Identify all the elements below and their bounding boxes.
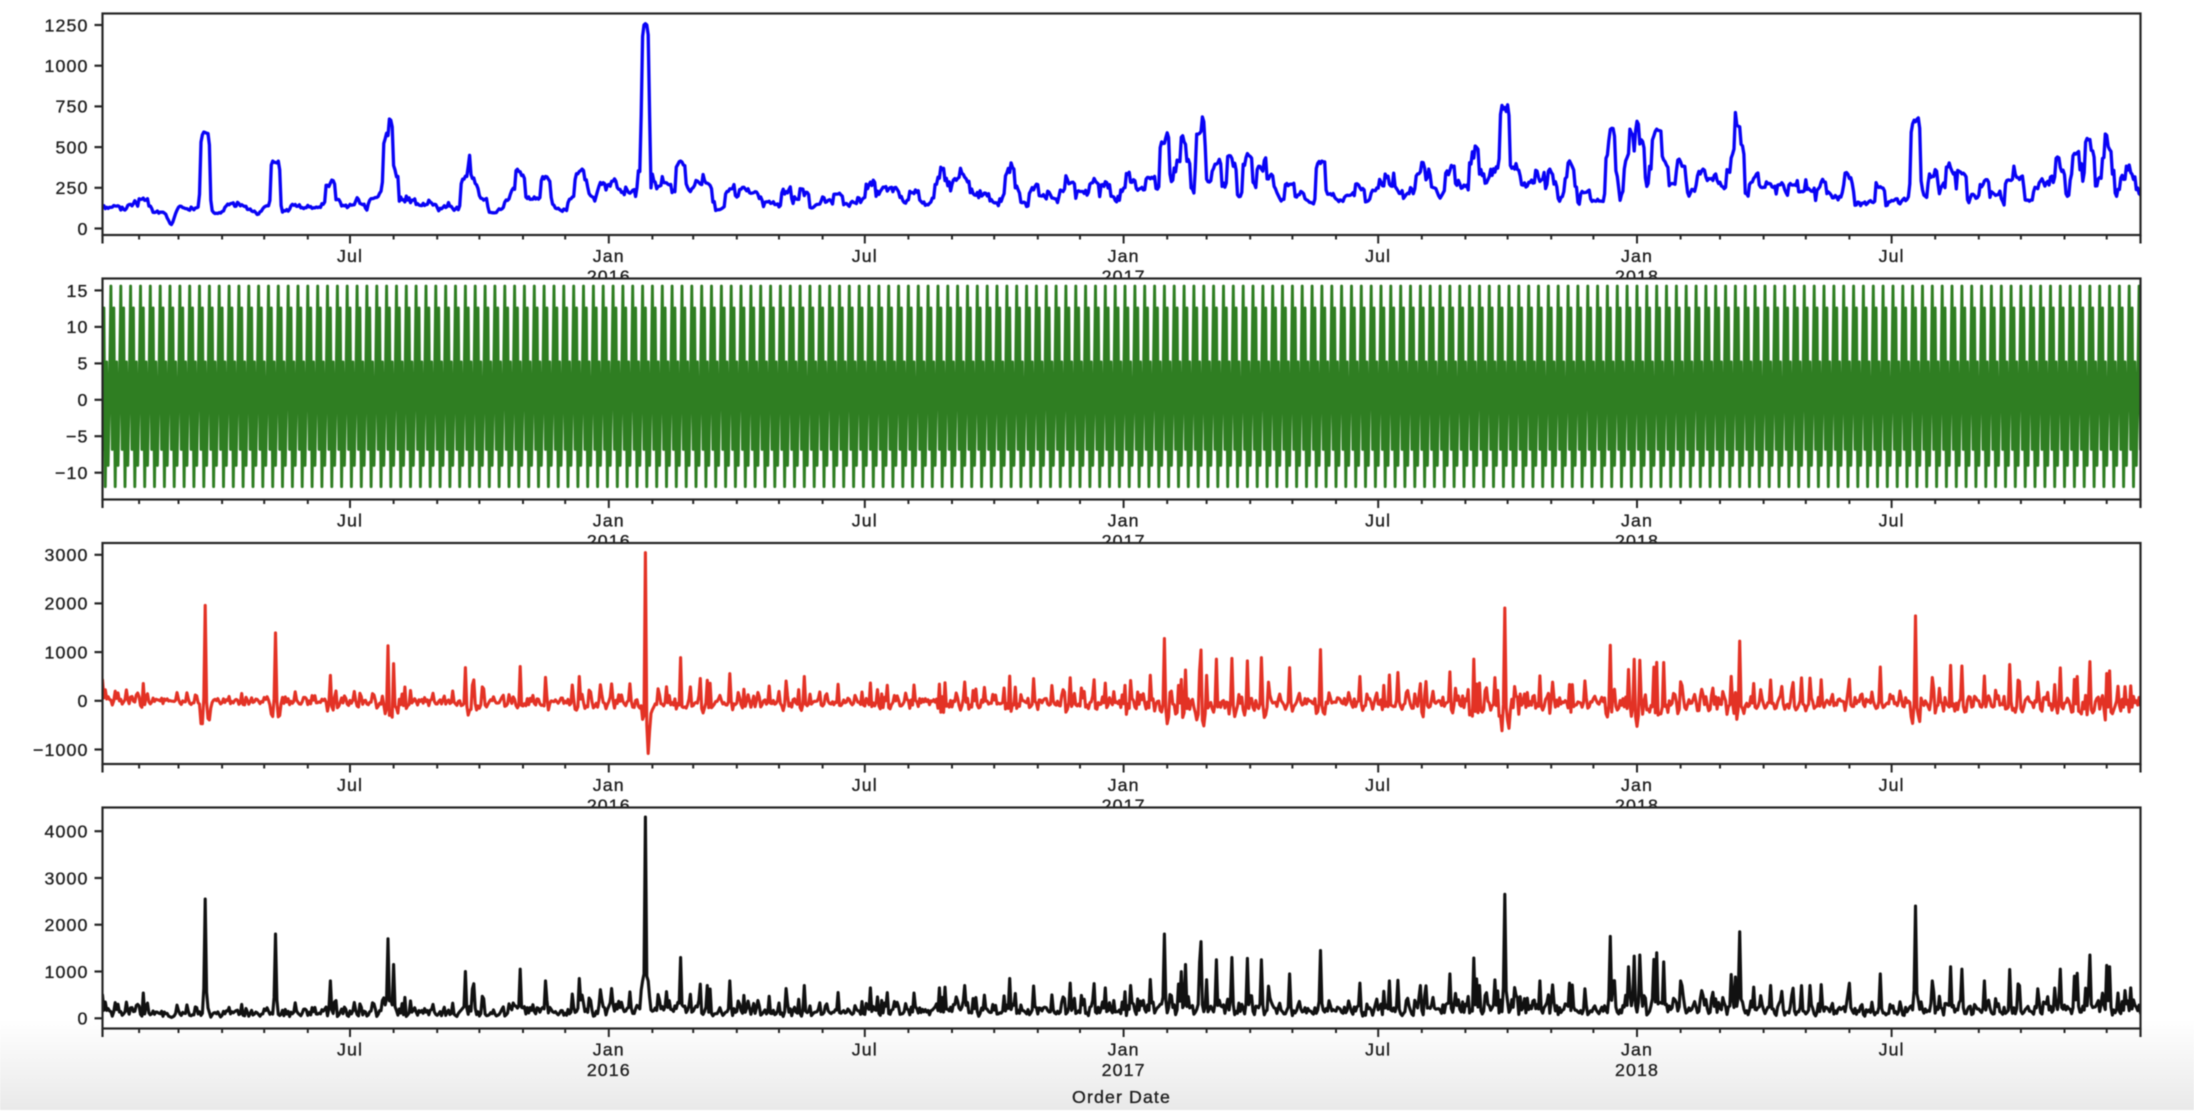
svg-text:Jan: Jan xyxy=(593,511,625,531)
svg-text:Order Date: Order Date xyxy=(1072,1087,1171,1107)
svg-text:Jul: Jul xyxy=(1365,1040,1391,1060)
svg-text:750: 750 xyxy=(56,97,89,117)
svg-text:Jul: Jul xyxy=(337,775,363,795)
svg-text:0: 0 xyxy=(78,390,89,410)
svg-text:1000: 1000 xyxy=(45,962,89,982)
svg-text:Jul: Jul xyxy=(1879,511,1905,531)
svg-text:Jan: Jan xyxy=(593,775,625,795)
svg-text:Jan: Jan xyxy=(1108,511,1140,531)
svg-text:1000: 1000 xyxy=(45,56,89,76)
svg-text:0: 0 xyxy=(78,219,89,239)
svg-text:5: 5 xyxy=(78,354,89,374)
svg-text:Jul: Jul xyxy=(1879,775,1905,795)
svg-text:2000: 2000 xyxy=(45,915,89,935)
svg-text:Jan: Jan xyxy=(1108,246,1140,266)
svg-text:250: 250 xyxy=(56,178,89,198)
svg-text:Jul: Jul xyxy=(852,246,878,266)
svg-text:−10: −10 xyxy=(55,463,88,483)
svg-text:2016: 2016 xyxy=(587,1060,631,1080)
svg-text:Jan: Jan xyxy=(1621,1040,1653,1060)
svg-text:Jul: Jul xyxy=(337,1040,363,1060)
svg-text:Jul: Jul xyxy=(337,511,363,531)
svg-text:Jan: Jan xyxy=(593,246,625,266)
svg-text:3000: 3000 xyxy=(45,545,89,565)
svg-text:1250: 1250 xyxy=(45,15,89,35)
svg-text:Jul: Jul xyxy=(1365,511,1391,531)
svg-text:Jul: Jul xyxy=(1365,775,1391,795)
svg-text:0: 0 xyxy=(78,691,89,711)
svg-text:1000: 1000 xyxy=(45,642,89,662)
svg-text:10: 10 xyxy=(67,317,89,337)
svg-text:Jul: Jul xyxy=(852,511,878,531)
svg-text:2018: 2018 xyxy=(1615,1060,1659,1080)
svg-text:Jul: Jul xyxy=(1879,1040,1905,1060)
svg-text:Jan: Jan xyxy=(1108,775,1140,795)
svg-text:Jan: Jan xyxy=(593,1040,625,1060)
svg-text:15: 15 xyxy=(67,281,89,301)
svg-text:500: 500 xyxy=(56,137,89,157)
svg-text:2017: 2017 xyxy=(1102,1060,1146,1080)
svg-text:−1000: −1000 xyxy=(33,740,88,760)
svg-text:Jan: Jan xyxy=(1108,1040,1140,1060)
svg-text:Jul: Jul xyxy=(1365,246,1391,266)
svg-text:Jul: Jul xyxy=(852,775,878,795)
svg-text:3000: 3000 xyxy=(45,868,89,888)
svg-text:Jul: Jul xyxy=(1879,246,1905,266)
svg-text:Jul: Jul xyxy=(337,246,363,266)
svg-text:Jan: Jan xyxy=(1621,511,1653,531)
svg-text:Jul: Jul xyxy=(852,1040,878,1060)
svg-text:−5: −5 xyxy=(66,427,88,447)
svg-text:4000: 4000 xyxy=(45,822,89,842)
svg-text:2000: 2000 xyxy=(45,594,89,614)
svg-text:Jan: Jan xyxy=(1621,246,1653,266)
svg-text:Jan: Jan xyxy=(1621,775,1653,795)
svg-text:0: 0 xyxy=(78,1009,89,1029)
